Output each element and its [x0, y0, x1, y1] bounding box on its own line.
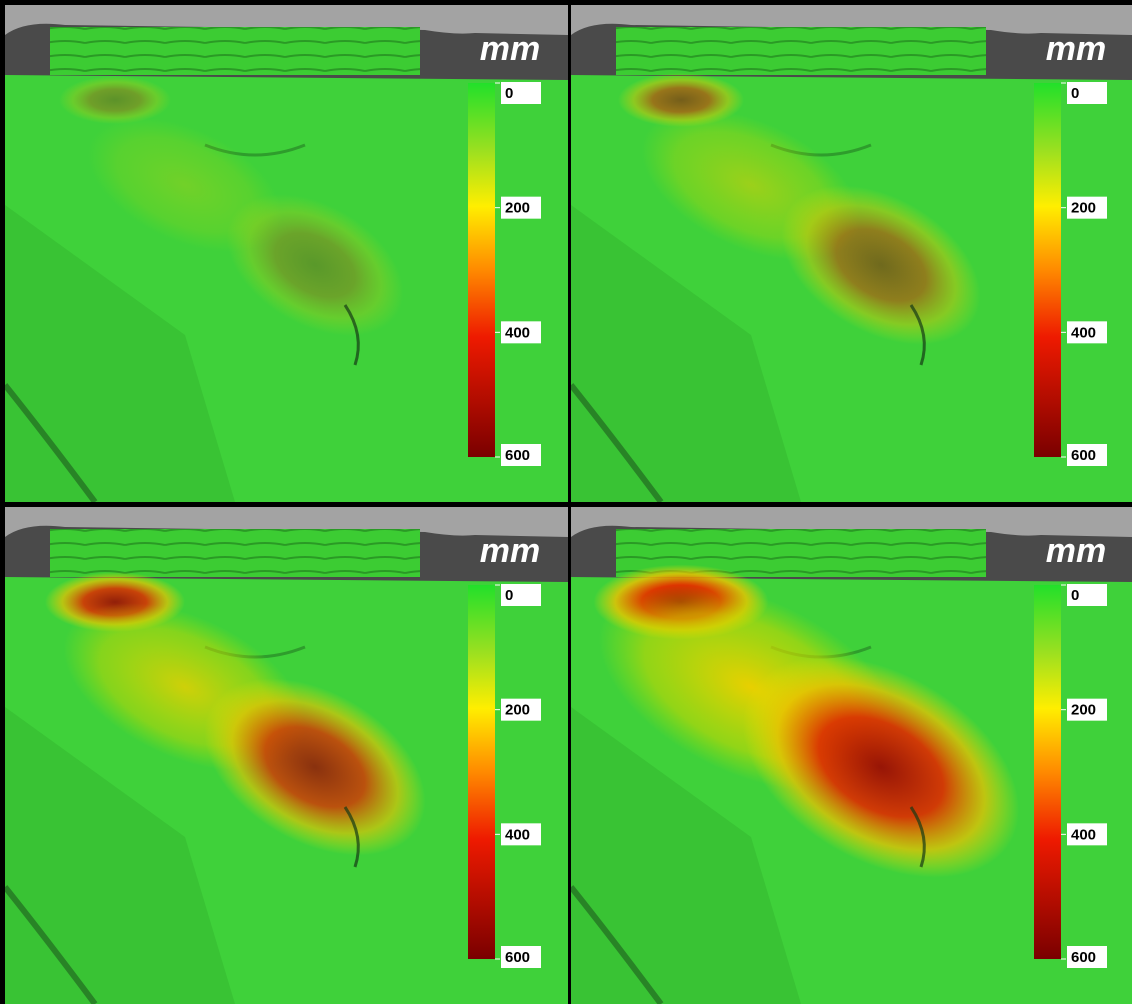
colorbar: [468, 83, 495, 457]
benches: [50, 529, 420, 577]
tick-label: 600: [1071, 447, 1096, 464]
colorbar: [1034, 83, 1061, 457]
tick-box: [501, 946, 541, 968]
tick-label: 200: [505, 702, 530, 719]
ridge: [909, 806, 926, 868]
unit-label: mm: [1046, 532, 1106, 570]
scene: [5, 507, 568, 1004]
panel: mm 0 200 400 600: [571, 5, 1132, 502]
colorbar: [1034, 585, 1061, 959]
tick-label: 600: [1071, 949, 1096, 966]
unit-label: mm: [1046, 30, 1106, 68]
benches: [50, 27, 420, 75]
shade: [5, 205, 235, 502]
tick-label: 0: [1071, 587, 1079, 604]
displacement-zone: [742, 656, 1020, 878]
tick-label: 400: [505, 826, 530, 843]
benches: [616, 27, 986, 75]
tick-label: 200: [505, 200, 530, 217]
tick-box: [501, 196, 541, 219]
unit-label: mm: [480, 532, 540, 570]
tick-box: [1067, 946, 1107, 968]
tick-label: 200: [1071, 200, 1096, 217]
tick-label: 400: [505, 324, 530, 341]
colorbar: [468, 585, 495, 959]
tick-box: [501, 321, 541, 344]
tick-box: [1067, 196, 1107, 219]
tick-box: [1067, 444, 1107, 466]
tick-box: [501, 823, 541, 846]
ridge: [5, 885, 98, 1004]
unit-label: mm: [480, 30, 540, 68]
tick-box: [1067, 698, 1107, 721]
tick-box: [1067, 82, 1107, 104]
ridge: [5, 383, 98, 502]
displacement-zone: [204, 678, 426, 856]
shade: [571, 205, 801, 502]
shade: [5, 707, 235, 1004]
tick-box: [1067, 321, 1107, 344]
tick-label: 400: [1071, 826, 1096, 843]
tick-label: 0: [1071, 85, 1079, 102]
tick-label: 400: [1071, 324, 1096, 341]
ridge: [909, 304, 926, 366]
tick-box: [1067, 584, 1107, 606]
tick-box: [501, 444, 541, 466]
tick-label: 0: [505, 587, 513, 604]
tick-box: [501, 584, 541, 606]
ridge: [571, 885, 664, 1004]
tick-label: 600: [505, 447, 530, 464]
ridge: [343, 806, 360, 868]
displacement-zone: [781, 185, 981, 345]
ridge: [343, 304, 360, 366]
tick-box: [501, 698, 541, 721]
ridge: [571, 383, 664, 502]
tick-label: 0: [505, 85, 513, 102]
tick-box: [501, 82, 541, 104]
tick-label: 600: [505, 949, 530, 966]
tick-box: [1067, 823, 1107, 846]
tick-label: 200: [1071, 702, 1096, 719]
panel: mm 0 200 400 600: [5, 507, 568, 1004]
shade: [571, 707, 801, 1004]
panel: mm 0 200 400 600: [571, 507, 1132, 1004]
displacement-zone: [226, 194, 404, 336]
displacement-zone: [59, 76, 171, 124]
panel: mm 0 200 400 600: [5, 5, 568, 502]
